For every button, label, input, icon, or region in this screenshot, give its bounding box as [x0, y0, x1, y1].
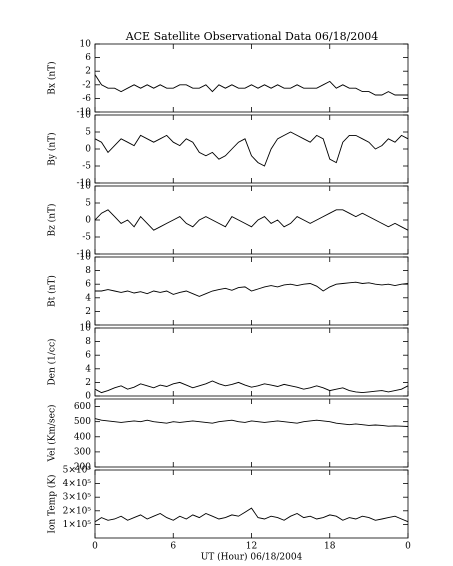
y-tick-label: 4 [85, 364, 91, 374]
y-tick-label: 8 [85, 337, 91, 347]
y-tick-label: 500 [74, 417, 91, 427]
y-tick-label: 4 [85, 293, 91, 303]
y-tick-label: 6 [85, 351, 91, 361]
y-tick-label: 10 [80, 324, 92, 334]
y-tick-label: 10 [80, 40, 92, 50]
data-line [94, 74, 408, 96]
y-axis-label: Bt (nT) [47, 275, 58, 307]
panel-frame [94, 327, 409, 397]
panel-frame [94, 114, 409, 184]
y-tick-label: 8 [85, 266, 91, 276]
x-tick-label: 6 [170, 542, 176, 552]
x-tick-label: 0 [405, 542, 411, 552]
data-line [94, 507, 409, 523]
y-tick-label: 4×10⁵ [63, 479, 92, 489]
y-tick-label: 2×10⁵ [63, 506, 92, 516]
y-tick-label: 200 [74, 463, 91, 473]
y-axis-label: Den (1/cc) [47, 338, 58, 385]
y-tick-label: 10 [80, 253, 92, 263]
data-line [94, 209, 409, 231]
panel-frame [94, 398, 409, 468]
y-tick-label: 2 [85, 307, 91, 317]
panel-frame [94, 43, 409, 113]
y-tick-label: 1×10⁵ [63, 520, 92, 530]
y-tick-label: 0 [85, 216, 91, 226]
data-line [94, 418, 409, 427]
y-tick-label: -2 [82, 80, 91, 90]
y-tick-label: 2 [85, 67, 91, 77]
panel-frame [94, 469, 409, 539]
y-tick-label: 0 [85, 145, 91, 155]
y-tick-label: 5 [85, 128, 91, 138]
y-tick-label: -6 [82, 94, 91, 104]
y-tick-label: 400 [74, 432, 91, 442]
y-tick-label: 6 [85, 280, 91, 290]
y-axis-label: Bx (nT) [47, 61, 58, 94]
x-tick-label: 0 [92, 542, 98, 552]
y-tick-label: 0 [85, 392, 91, 402]
y-tick-label: 0 [85, 321, 91, 331]
y-tick-label: 10 [80, 111, 92, 121]
x-axis-label: UT (Hour) 06/18/2004 [201, 552, 303, 563]
y-tick-label: 5 [85, 199, 91, 209]
x-tick-label: 18 [324, 542, 336, 552]
y-tick-label: 3×10⁵ [63, 493, 92, 503]
y-tick-label: 5×10⁵ [63, 466, 92, 476]
y-tick-label: 10 [80, 182, 92, 192]
panel-frame [94, 185, 409, 255]
y-tick-label: -10 [77, 108, 92, 118]
y-axis-label: Vel (Km/sec) [47, 404, 58, 462]
y-tick-label: -5 [82, 162, 91, 172]
y-axis-label: Ion Temp (K) [47, 474, 58, 533]
y-tick-label: -10 [77, 250, 92, 260]
y-axis-label: By (nT) [47, 132, 58, 165]
y-axis-label: Bz (nT) [47, 203, 58, 236]
y-tick-label: 300 [74, 447, 91, 457]
data-line [94, 131, 409, 167]
y-tick-label: 6 [85, 53, 91, 63]
y-tick-label: 600 [74, 402, 91, 412]
y-tick-label: 2 [85, 378, 91, 388]
data-line [94, 380, 409, 394]
y-tick-label: -10 [77, 179, 92, 189]
data-line [95, 281, 409, 297]
y-tick-label: -5 [82, 233, 91, 243]
x-tick-label: 12 [246, 542, 257, 552]
chart-title: ACE Satellite Observational Data 06/18/2… [125, 30, 379, 43]
